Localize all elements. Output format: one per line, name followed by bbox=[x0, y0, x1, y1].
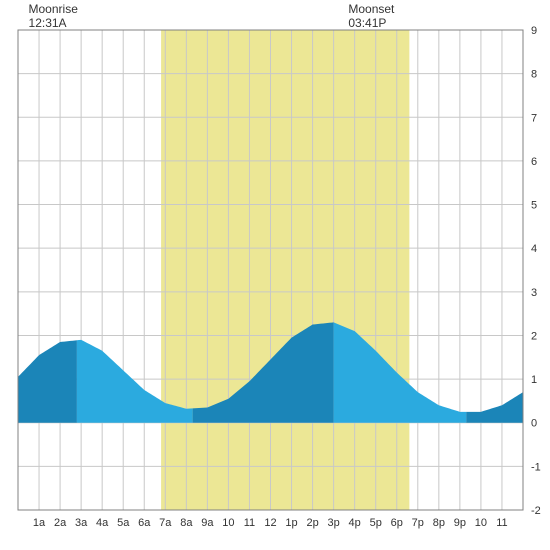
svg-text:7p: 7p bbox=[412, 517, 424, 529]
svg-text:8: 8 bbox=[531, 69, 537, 81]
svg-text:10: 10 bbox=[222, 517, 234, 529]
svg-text:11: 11 bbox=[496, 517, 507, 529]
svg-text:4: 4 bbox=[531, 243, 537, 255]
svg-text:9: 9 bbox=[531, 25, 537, 37]
svg-text:3a: 3a bbox=[75, 517, 88, 529]
moonset-time: 03:41P bbox=[348, 16, 394, 30]
svg-text:4a: 4a bbox=[96, 517, 109, 529]
svg-text:9a: 9a bbox=[201, 517, 214, 529]
svg-text:11: 11 bbox=[244, 517, 255, 529]
svg-text:1: 1 bbox=[531, 374, 537, 386]
svg-text:-1: -1 bbox=[531, 461, 541, 473]
svg-text:1a: 1a bbox=[33, 517, 46, 529]
moonset-title: Moonset bbox=[348, 2, 394, 16]
svg-text:6p: 6p bbox=[391, 517, 403, 529]
svg-text:-2: -2 bbox=[531, 505, 541, 517]
moonrise-label: Moonrise 12:31A bbox=[29, 2, 78, 31]
svg-text:12: 12 bbox=[264, 517, 276, 529]
svg-text:10: 10 bbox=[475, 517, 487, 529]
svg-text:5p: 5p bbox=[370, 517, 382, 529]
tide-chart: -2-101234567891a2a3a4a5a6a7a8a9a1011121p… bbox=[0, 0, 550, 550]
svg-text:3: 3 bbox=[531, 287, 537, 299]
svg-text:3p: 3p bbox=[328, 517, 340, 529]
svg-text:2a: 2a bbox=[54, 517, 67, 529]
svg-text:7: 7 bbox=[531, 112, 537, 124]
svg-text:2p: 2p bbox=[306, 517, 318, 529]
svg-text:4p: 4p bbox=[349, 517, 361, 529]
moonset-label: Moonset 03:41P bbox=[348, 2, 394, 31]
svg-text:9p: 9p bbox=[454, 517, 466, 529]
svg-text:8a: 8a bbox=[180, 517, 193, 529]
svg-text:7a: 7a bbox=[159, 517, 172, 529]
svg-text:1p: 1p bbox=[285, 517, 297, 529]
svg-text:2: 2 bbox=[531, 330, 537, 342]
svg-text:6a: 6a bbox=[138, 517, 151, 529]
svg-text:6: 6 bbox=[531, 156, 537, 168]
svg-text:8p: 8p bbox=[433, 517, 445, 529]
moonrise-time: 12:31A bbox=[29, 16, 78, 30]
moonrise-title: Moonrise bbox=[29, 2, 78, 16]
svg-text:0: 0 bbox=[531, 418, 537, 430]
svg-text:5a: 5a bbox=[117, 517, 130, 529]
svg-text:5: 5 bbox=[531, 200, 537, 212]
